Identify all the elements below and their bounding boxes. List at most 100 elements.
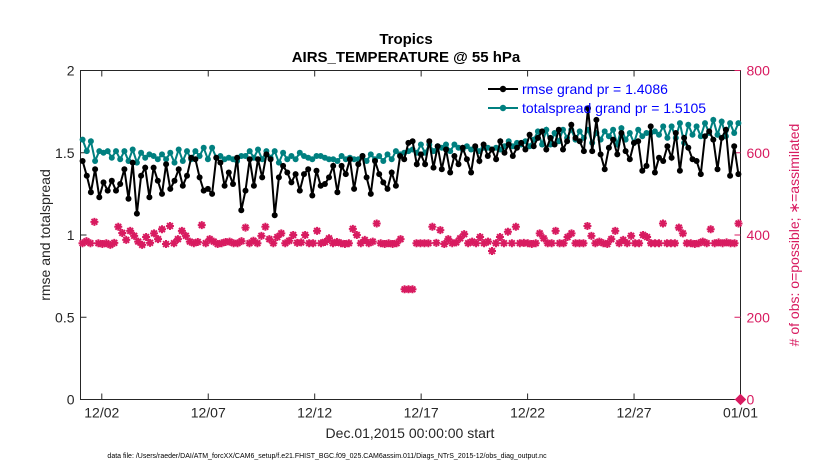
obs-point — [106, 240, 115, 249]
rmse-point — [171, 177, 178, 184]
obs-point — [281, 239, 290, 248]
totalspread-point — [526, 143, 533, 150]
obs-point — [484, 237, 493, 246]
rmse-point — [685, 144, 692, 151]
rmse-point — [451, 153, 458, 159]
rmse-point — [560, 146, 566, 153]
rmse-point — [472, 143, 479, 150]
rmse-point — [79, 158, 86, 164]
totalspread-point — [388, 156, 395, 163]
rmse-point — [313, 167, 320, 174]
rmse-point — [672, 130, 679, 136]
rmse-point — [459, 144, 466, 151]
totalspread-point — [171, 159, 178, 166]
obs-point — [225, 237, 234, 246]
totalspread-point — [271, 148, 278, 155]
obs-point — [154, 235, 163, 244]
rmse-point — [597, 151, 604, 158]
rmse-point — [87, 189, 94, 196]
rmse-point — [121, 166, 128, 173]
rmse-point — [330, 162, 337, 169]
y2-tick-label: 0 — [747, 392, 755, 408]
totalspread-point — [338, 153, 345, 159]
rmse-point — [321, 181, 328, 187]
legend: rmse grand pr = 1.4086 totalspread grand… — [488, 81, 706, 116]
obs-point — [706, 225, 715, 234]
obs-point — [134, 237, 143, 246]
x-tick-label: 01/01 — [723, 405, 758, 421]
obs-point — [603, 240, 612, 249]
obs-point — [189, 239, 198, 248]
rmse-point — [413, 161, 420, 168]
obs-point — [559, 239, 568, 248]
obs-point — [126, 226, 135, 235]
totalspread-point — [351, 156, 358, 163]
rmse-point — [493, 156, 500, 163]
obs-point — [158, 225, 167, 234]
obs-point — [579, 239, 588, 248]
rmse-point — [138, 172, 145, 179]
obs-point — [138, 240, 147, 249]
obs-point — [332, 237, 341, 246]
series-rmse — [79, 105, 742, 219]
rmse-point — [363, 174, 370, 181]
totalspread-point — [83, 148, 90, 155]
obs-point — [639, 231, 648, 239]
totalspread-point — [693, 123, 700, 130]
obs-possible-marks — [734, 393, 747, 406]
rmse-point — [589, 148, 596, 155]
rmse-point — [351, 185, 358, 192]
rmse-point — [359, 153, 366, 159]
rmse-point — [722, 126, 729, 133]
totalspread-point — [392, 148, 399, 155]
rmse-point — [585, 105, 591, 112]
rmse-point — [710, 136, 717, 143]
obs-point — [273, 233, 282, 242]
obs-point — [539, 234, 548, 243]
obs-point — [627, 231, 636, 240]
totalspread-point — [242, 153, 249, 159]
obs-point — [233, 239, 242, 248]
rmse-point — [221, 182, 228, 189]
obs-point — [257, 231, 266, 240]
totalspread-point — [334, 158, 341, 164]
obs-point — [122, 235, 131, 244]
obs-point — [674, 223, 683, 232]
rmse-point — [668, 154, 675, 161]
rmse-point — [334, 189, 341, 196]
obs-point — [173, 235, 182, 244]
obs-point — [161, 240, 170, 249]
rmse-point — [284, 169, 291, 176]
obs-point — [472, 239, 481, 248]
obs-point — [488, 247, 497, 256]
obs-point — [428, 222, 437, 231]
rmse-point — [275, 174, 282, 181]
obs-point — [432, 238, 441, 247]
obs-point — [698, 237, 707, 246]
rmse-point — [159, 190, 165, 197]
rmse-point — [380, 179, 387, 186]
totalspread-point — [184, 148, 190, 155]
totalspread-point — [639, 133, 646, 140]
y-tick-label: 1 — [67, 227, 75, 243]
rmse-point — [522, 146, 529, 153]
rmse-point — [225, 169, 232, 176]
rmse-point — [622, 148, 629, 155]
rmse-point — [647, 123, 654, 130]
totalspread-point — [417, 141, 424, 148]
obs-point — [348, 224, 357, 233]
obs-point — [317, 239, 326, 248]
totalspread-point — [714, 131, 721, 138]
totalspread-point — [376, 153, 383, 159]
rmse-point — [100, 179, 107, 186]
rmse-point — [422, 161, 429, 168]
rmse-point — [564, 138, 571, 145]
rmse-point — [401, 156, 408, 163]
y2-tick-label: 800 — [747, 63, 771, 79]
rmse-point — [572, 134, 579, 141]
rmse-point — [555, 126, 562, 133]
totalspread-point — [660, 123, 667, 130]
totalspread-point — [697, 133, 704, 140]
totalspread-point — [551, 130, 558, 136]
obs-point — [535, 229, 544, 238]
